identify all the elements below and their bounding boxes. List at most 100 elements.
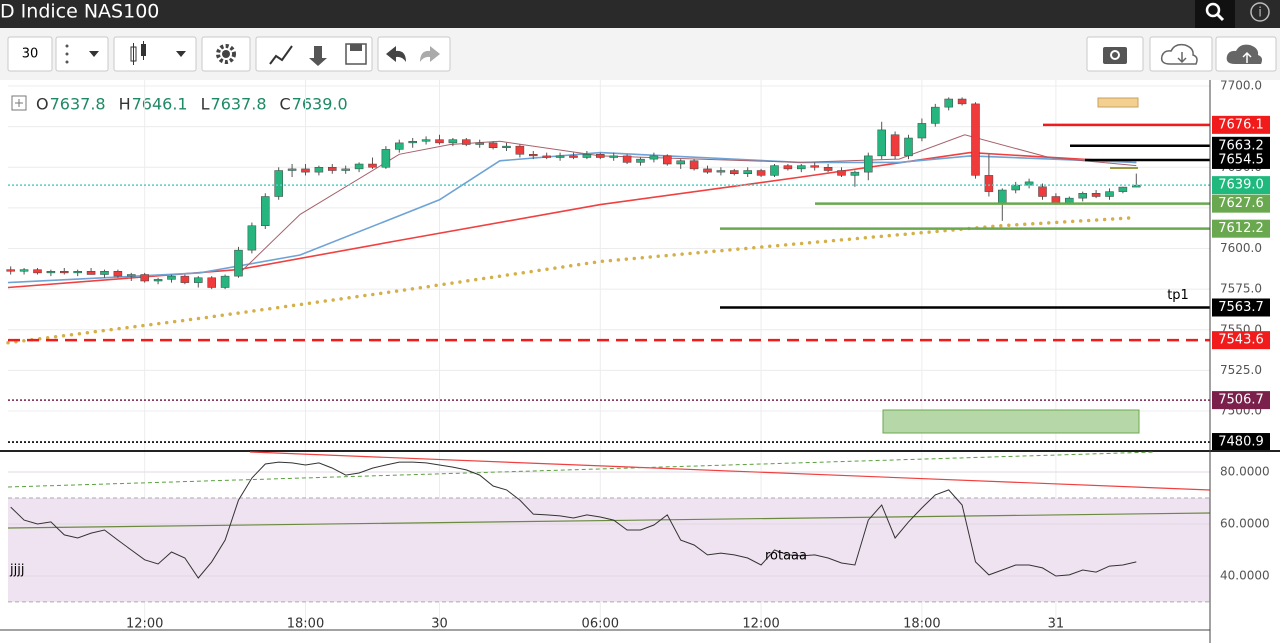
indicators-button[interactable] <box>255 36 373 72</box>
candle-body <box>247 225 257 251</box>
candle-body <box>797 165 806 170</box>
price-label-bg <box>1212 219 1270 238</box>
cloud-upload[interactable] <box>1215 36 1277 72</box>
indicator-line <box>6 215 1139 345</box>
rsi-band <box>8 497 1210 602</box>
price-label-bg <box>1212 194 1270 213</box>
candle-body <box>488 142 498 149</box>
price-label: 7563.7 <box>1218 300 1264 315</box>
candle-body <box>502 145 511 149</box>
top-bar <box>0 0 1280 28</box>
candle-body <box>756 170 766 176</box>
snapshot-button[interactable] <box>1086 36 1144 72</box>
candle-body <box>636 158 645 163</box>
trendline <box>7 451 1156 488</box>
candle-body <box>73 271 82 274</box>
candle-body <box>730 170 739 175</box>
interval-button[interactable] <box>7 36 53 72</box>
ohlc-value: 7637.8 <box>50 95 106 114</box>
ohlc-value: 7637.8 <box>211 95 267 114</box>
price-label: 7612.2 <box>1218 221 1264 236</box>
candle-body <box>770 165 779 176</box>
zone-box <box>1097 97 1139 108</box>
x-tick-label: 12:00 <box>742 617 779 632</box>
candle-body <box>435 139 444 144</box>
price-label-bg <box>1212 176 1270 195</box>
undo-redo[interactable] <box>377 36 451 72</box>
candle-body <box>1038 186 1047 197</box>
svg-text:i: i <box>1258 6 1262 21</box>
candle-body <box>19 269 29 272</box>
candle-body <box>837 170 846 176</box>
candle-body <box>314 167 324 173</box>
candle-body <box>381 149 391 168</box>
candle-body <box>1091 193 1101 197</box>
y-tick-label: 7700.0 <box>1220 79 1262 93</box>
x-tick-label: 12:00 <box>126 617 163 632</box>
candle-body <box>113 271 123 277</box>
candle-body <box>1065 197 1074 204</box>
price-label-bg <box>1212 433 1270 452</box>
y-tick-label: 40.0000 <box>1220 568 1270 582</box>
ohlc-value: 7639.0 <box>292 95 348 114</box>
price-label: 7639.0 <box>1218 178 1264 193</box>
candle-body <box>716 170 726 173</box>
x-tick-label: 18:00 <box>287 617 324 632</box>
y-tick-label: 60.0000 <box>1220 516 1270 530</box>
candle-body <box>153 279 163 282</box>
candle-body <box>783 165 793 170</box>
candle-body <box>703 168 712 173</box>
candle-body <box>421 139 431 142</box>
candle-body <box>341 168 350 171</box>
candle-body <box>180 275 190 283</box>
candle-body <box>515 145 525 155</box>
candle-body <box>234 249 243 277</box>
candle-body <box>609 155 618 158</box>
y-tick-label: 80.0000 <box>1220 465 1270 479</box>
candle-body <box>60 271 69 274</box>
search-button[interactable] <box>1195 0 1235 28</box>
price-label-bg <box>1212 115 1270 134</box>
candle-body <box>1078 193 1087 199</box>
candle-body <box>274 170 283 197</box>
candle-body <box>569 155 578 158</box>
y-tick-label: 7525.0 <box>1220 363 1262 377</box>
candle-body <box>542 155 551 158</box>
price-label: 7506.7 <box>1218 393 1264 408</box>
info-button[interactable]: i <box>1250 2 1270 22</box>
x-tick-label: 31 <box>1048 617 1065 632</box>
candle-body <box>649 155 659 160</box>
candle-body <box>100 271 109 275</box>
ohlc-key: O <box>36 95 49 114</box>
price-label: 7543.6 <box>1218 333 1264 348</box>
price-label: 7676.1 <box>1218 117 1264 132</box>
interval-menu[interactable] <box>55 36 109 72</box>
candle-body <box>596 154 605 158</box>
trendline <box>249 451 1211 491</box>
candle-body <box>207 277 216 288</box>
price-label: 7480.9 <box>1218 435 1264 450</box>
candle-body <box>475 142 484 145</box>
candle-body <box>743 170 752 175</box>
candle-body <box>328 167 337 171</box>
candle-body <box>984 175 994 192</box>
trendline <box>7 512 1211 529</box>
ohlc-value: 7646.1 <box>132 95 188 114</box>
settings-button[interactable] <box>201 36 251 72</box>
chart-type-button[interactable] <box>113 36 197 72</box>
candle-body <box>261 196 270 227</box>
candle-body <box>127 274 136 277</box>
level-annotation: tp1 <box>1167 288 1189 303</box>
candle-body <box>354 163 364 170</box>
cloud-download[interactable] <box>1149 36 1213 72</box>
candle-body <box>890 134 900 157</box>
candle-body <box>676 160 685 165</box>
price-label-bg <box>1212 391 1270 410</box>
candle-body <box>46 271 56 274</box>
candle-body <box>6 269 15 272</box>
candle-body <box>904 137 913 157</box>
candle-body <box>917 123 927 139</box>
candle-body <box>555 155 565 158</box>
interval[interactable]: 30 <box>22 47 39 62</box>
candle-body <box>529 154 538 157</box>
